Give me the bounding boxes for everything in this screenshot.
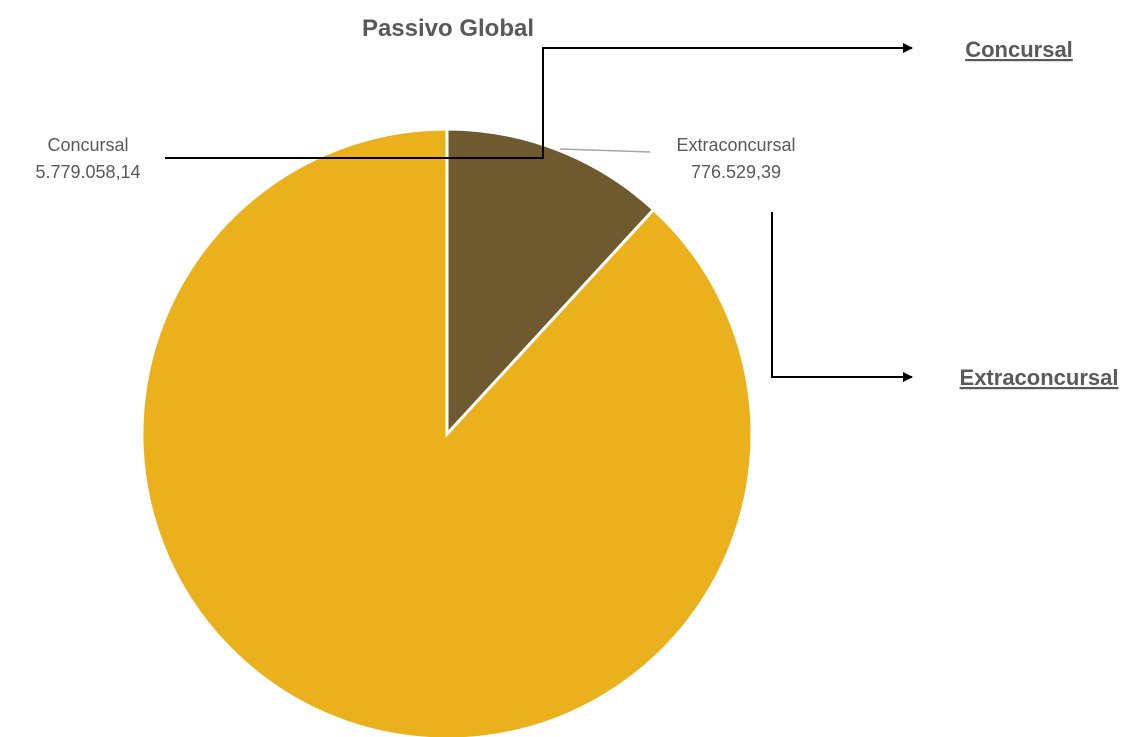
chart-title: Passivo Global: [362, 15, 534, 42]
concursal-link[interactable]: Concursal: [965, 37, 1073, 62]
pie-slice-concursal: [140, 127, 754, 737]
concursal-arrow: [165, 43, 913, 159]
pie-slices: [140, 127, 754, 737]
extraconcursal-arrow: [771, 212, 913, 382]
pie-slice-extraconcursal: [445, 127, 656, 438]
concursal-data-label: Concursal: [47, 135, 128, 155]
extraconcursal-leader-line: [559, 148, 651, 153]
extraconcursal-data-label: Extraconcursal: [676, 135, 795, 155]
extraconcursal-link[interactable]: Extraconcursal: [960, 365, 1119, 390]
extraconcursal-data-value: 776.529,39: [691, 162, 781, 182]
concursal-data-value: 5.779.058,14: [35, 162, 140, 182]
